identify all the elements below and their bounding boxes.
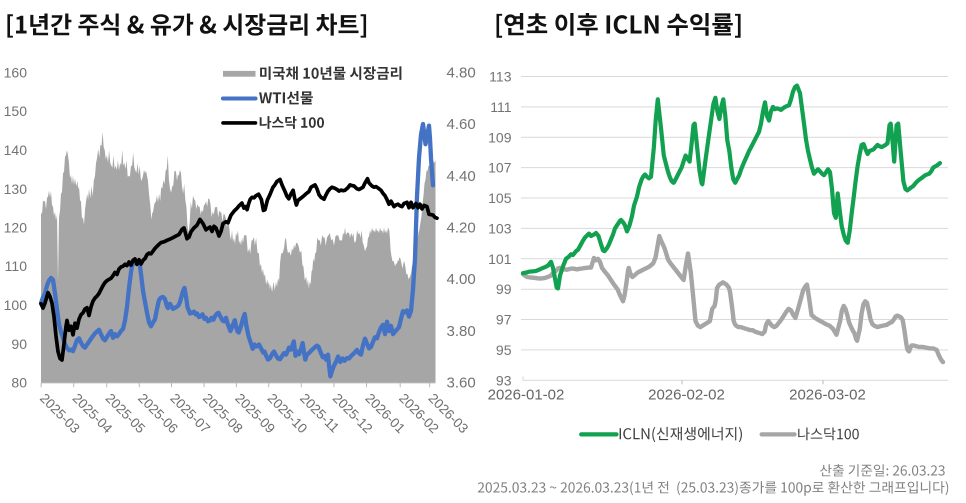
svg-text:109: 109 [488,129,512,145]
svg-text:4.40: 4.40 [447,168,476,185]
svg-text:113: 113 [489,69,512,85]
svg-text:90: 90 [11,336,27,352]
svg-text:110: 110 [5,258,28,274]
svg-text:140: 140 [4,142,28,158]
svg-text:4.80: 4.80 [447,65,476,82]
svg-text:99: 99 [496,281,512,297]
svg-text:80: 80 [11,375,27,391]
svg-text:4.20: 4.20 [447,220,476,237]
svg-text:150: 150 [4,103,28,119]
svg-text:2026-03-02: 2026-03-02 [789,387,866,404]
svg-text:3.60: 3.60 [447,375,476,392]
svg-text:107: 107 [488,160,512,176]
svg-text:130: 130 [4,181,28,197]
svg-text:4.60: 4.60 [447,116,476,133]
svg-text:2026-01-02: 2026-01-02 [488,387,565,404]
svg-text:97: 97 [496,312,512,328]
svg-text:100: 100 [4,297,28,313]
svg-text:111: 111 [490,99,511,115]
svg-text:101: 101 [488,251,512,267]
svg-text:160: 160 [4,65,28,81]
svg-text:105: 105 [488,190,512,206]
svg-text:95: 95 [496,342,512,358]
svg-text:103: 103 [488,220,512,236]
svg-text:120: 120 [4,220,28,236]
svg-text:93: 93 [496,372,512,388]
svg-text:3.80: 3.80 [447,323,476,340]
svg-text:4.00: 4.00 [447,271,476,288]
svg-text:2026-02-02: 2026-02-02 [648,387,725,404]
